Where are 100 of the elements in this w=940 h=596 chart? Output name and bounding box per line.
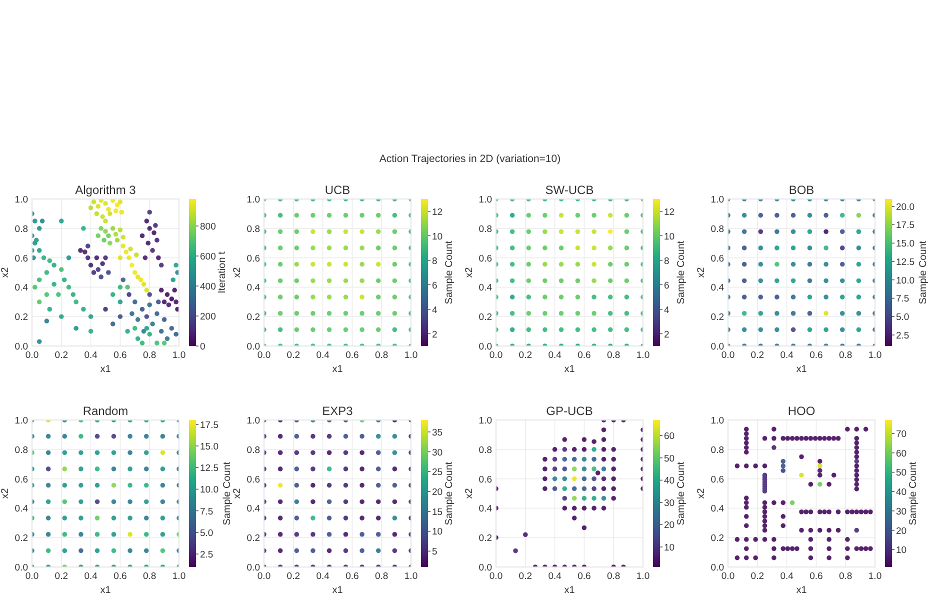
- x-tick-label: 0.6: [578, 350, 591, 361]
- color-bar-label: 25: [432, 467, 443, 478]
- y-tick-label: 0.6: [14, 474, 28, 486]
- x-tick-label: 1.0: [172, 571, 186, 582]
- color-bar-title: Sample Count: [676, 462, 687, 526]
- y-tick-label: 0.2: [246, 533, 260, 544]
- y-axis-title: x2: [232, 266, 243, 278]
- y-tick-label: 0.8: [478, 444, 492, 456]
- y-tick-label: 0.8: [14, 444, 28, 456]
- color-bar-label: 10: [432, 526, 443, 538]
- x-tick-label: 0.4: [548, 571, 562, 582]
- y-tick-label: 0.4: [14, 504, 28, 515]
- chart-title: HOO: [788, 404, 816, 418]
- color-bar-label: 10: [896, 545, 907, 556]
- y-tick-label: 0.2: [478, 533, 492, 544]
- y-tick-label: 0.4: [246, 504, 260, 515]
- y-tick-label: 1.0: [478, 416, 492, 426]
- x-tick-label: 1.0: [868, 571, 882, 582]
- x-tick-label: 0.4: [316, 350, 330, 361]
- y-tick-label: 0.0: [246, 562, 260, 574]
- y-tick-label: 1.0: [246, 194, 260, 206]
- x-axis-title: x1: [100, 585, 112, 596]
- x-axis-title: x1: [564, 364, 576, 375]
- x-tick-label: 0.0: [25, 350, 39, 361]
- y-tick-label: 0.8: [14, 224, 28, 235]
- color-bar-label: 70: [896, 429, 907, 440]
- x-tick-label: 0.8: [374, 571, 388, 582]
- y-tick-label: 0.6: [246, 474, 260, 486]
- color-bar-label: 8: [432, 256, 438, 267]
- y-tick-label: 0.6: [14, 253, 28, 264]
- x-tick-label: 0.4: [84, 350, 98, 361]
- chart-title: Algorithm 3: [75, 183, 136, 197]
- y-axis-title: x2: [696, 488, 707, 499]
- x-axis-title: x1: [332, 364, 344, 375]
- y-axis-title: x2: [0, 266, 11, 278]
- y-tick-label: 0.2: [246, 312, 260, 324]
- color-bar-label: 15.0: [896, 238, 914, 250]
- x-tick-label: 0.6: [810, 350, 823, 361]
- color-bar-label: 20: [432, 487, 443, 498]
- color-bar-label: 12.5: [896, 256, 914, 268]
- x-axis-title: x1: [332, 585, 344, 596]
- color-bar-label: 10.0: [896, 275, 914, 286]
- color-bar-label: 12: [432, 206, 443, 218]
- color-bar-label: 4: [432, 304, 438, 316]
- color-bar-title: Iteration t: [217, 251, 228, 294]
- color-bar-label: 60: [896, 448, 907, 460]
- color-bar-title: Sample Count: [676, 240, 687, 304]
- color-bar-label: 10: [664, 231, 675, 242]
- y-tick-label: 1.0: [478, 194, 492, 206]
- color-bar-label: 6: [432, 280, 438, 292]
- y-tick-label: 0.0: [14, 562, 28, 574]
- x-tick-label: 0.4: [316, 571, 330, 582]
- chart-title: BOB: [788, 183, 814, 197]
- x-tick-label: 1.0: [404, 350, 418, 361]
- color-bar-title: Sample Count: [908, 462, 919, 526]
- x-tick-label: 0.8: [838, 350, 852, 361]
- x-tick-label: 0.2: [54, 350, 68, 361]
- y-tick-label: 0.8: [246, 444, 260, 456]
- x-tick-label: 0.6: [346, 350, 359, 361]
- chart-title: Random: [82, 404, 128, 418]
- x-tick-label: 0.2: [286, 350, 300, 361]
- chart-title: GP-UCB: [546, 404, 593, 418]
- x-tick-label: 0.2: [750, 571, 764, 582]
- x-tick-label: 0.8: [606, 571, 620, 582]
- color-bar-label: 40: [896, 487, 907, 498]
- y-tick-label: 1.0: [246, 416, 260, 426]
- x-tick-label: 0.4: [84, 571, 98, 582]
- y-tick-label: 0.0: [14, 342, 28, 352]
- x-tick-label: 0.2: [518, 350, 532, 361]
- x-tick-label: 0.0: [489, 350, 503, 361]
- chart-title: SW-UCB: [545, 183, 594, 197]
- x-tick-label: 1.0: [868, 350, 882, 361]
- y-tick-label: 0.4: [246, 282, 260, 294]
- color-bar-label: 40: [664, 476, 675, 487]
- x-tick-label: 0.4: [780, 350, 794, 361]
- x-tick-label: 0.8: [142, 571, 156, 582]
- color-bar-label: 2.5: [896, 330, 910, 342]
- color-bar-label: 12: [664, 206, 675, 218]
- color-bar-label: 4: [664, 304, 670, 316]
- y-axis-title: x2: [464, 488, 475, 499]
- y-tick-label: 0.0: [246, 342, 260, 352]
- color-bar-label: 17.5: [200, 420, 218, 431]
- x-tick-label: 0.0: [25, 571, 39, 582]
- y-tick-label: 0.6: [478, 474, 492, 486]
- color-bar-label: 50: [664, 453, 675, 464]
- y-tick-label: 0.8: [710, 444, 724, 456]
- y-tick-label: 0.6: [710, 253, 724, 264]
- color-bar-label: 2: [664, 329, 670, 340]
- x-tick-label: 0.0: [257, 350, 271, 361]
- y-tick-label: 0.8: [478, 224, 492, 235]
- y-tick-label: 0.6: [246, 253, 260, 264]
- y-tick-label: 1.0: [14, 416, 28, 426]
- y-tick-label: 0.4: [14, 282, 28, 294]
- color-bar-title: Sample Count: [444, 462, 455, 526]
- color-bar-label: 10: [432, 231, 443, 242]
- text: Action Trajectories in 2D (variation=10): [379, 153, 561, 165]
- color-bar-label: 20: [896, 526, 907, 537]
- x-tick-label: 0.6: [578, 571, 591, 582]
- y-axis-title: x2: [232, 488, 243, 499]
- x-axis-title: x1: [796, 364, 808, 375]
